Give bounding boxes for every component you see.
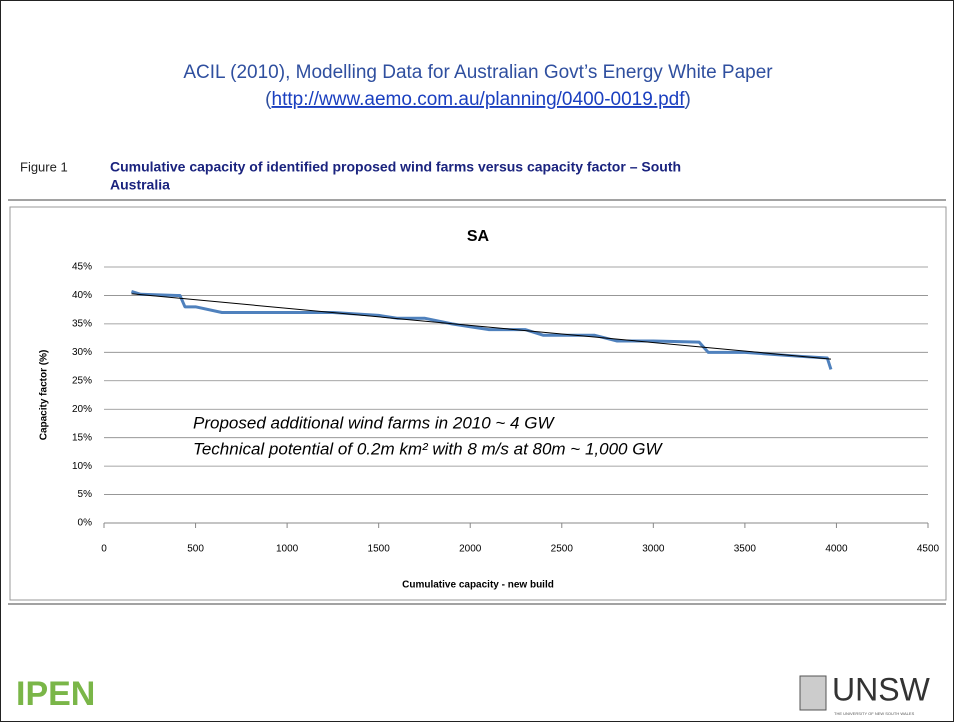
x-axis-label: Cumulative capacity - new build <box>402 580 554 591</box>
y-tick-label: 30% <box>72 347 92 358</box>
x-tick-label: 1500 <box>368 544 391 555</box>
y-axis-label: Capacity factor (%) <box>39 350 50 441</box>
paren: ( <box>265 89 272 110</box>
x-tick-label: 2500 <box>551 544 574 555</box>
y-tick-label: 0% <box>78 518 93 529</box>
chart-title: SA <box>467 228 490 245</box>
data-line <box>131 290 833 370</box>
y-tick-label: 5% <box>78 489 93 500</box>
y-tick-label: 35% <box>72 319 92 330</box>
x-tick-label: 500 <box>187 544 204 555</box>
header-source: (http://www.aemo.com.au/planning/0400-00… <box>265 89 691 110</box>
x-tick-label: 3500 <box>734 544 757 555</box>
y-tick-label: 25% <box>72 375 92 386</box>
y-tick-label: 40% <box>72 290 92 301</box>
y-tick-label: 15% <box>72 432 92 443</box>
y-tick-label: 20% <box>72 404 92 415</box>
y-tick-label: 10% <box>72 461 92 472</box>
x-tick-label: 3000 <box>642 544 665 555</box>
x-tick-label: 2000 <box>459 544 482 555</box>
x-tick-label: 1000 <box>276 544 299 555</box>
source-link[interactable]: http://www.aemo.com.au/planning/0400-001… <box>272 89 686 110</box>
annotation: Proposed additional wind farms in 2010 ~… <box>193 413 555 432</box>
figure-caption: Australia <box>110 177 170 193</box>
unsw-crest <box>799 675 827 711</box>
figure-label: Figure 1 <box>20 159 68 174</box>
x-tick-label: 4500 <box>917 544 940 555</box>
x-tick-label: 0 <box>101 544 107 555</box>
unsw-logo: UNSW <box>832 671 931 707</box>
chart-area <box>9 206 947 601</box>
header-title: ACIL (2010), Modelling Data for Australi… <box>183 62 773 83</box>
y-tick-label: 45% <box>72 262 92 273</box>
figure-caption: Cumulative capacity of identified propos… <box>110 159 681 175</box>
x-tick-label: 4000 <box>825 544 848 555</box>
data-line <box>131 293 831 360</box>
paren: ) <box>685 89 691 110</box>
annotation: Technical potential of 0.2m km² with 8 m… <box>193 439 663 458</box>
ipen-logo: IPEN <box>16 675 95 713</box>
unsw-subtitle: THE UNIVERSITY OF NEW SOUTH WALES <box>834 711 915 716</box>
